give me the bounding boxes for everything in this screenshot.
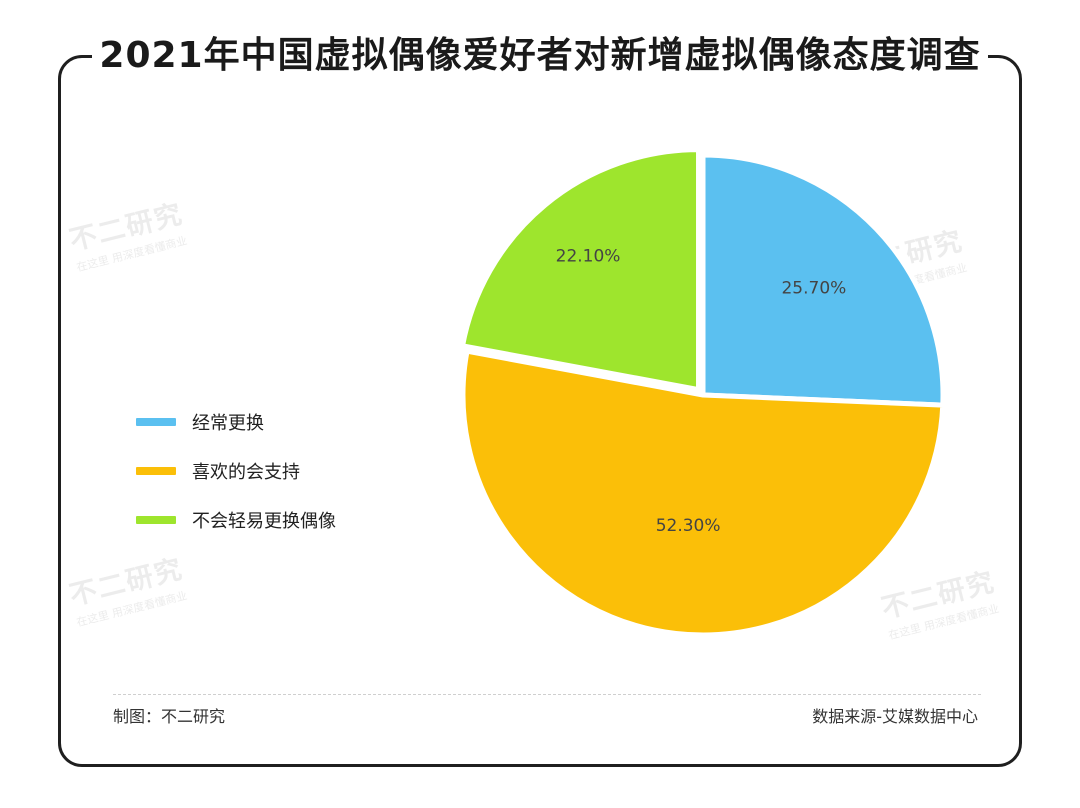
legend-swatch xyxy=(136,515,176,524)
pie-slice xyxy=(460,348,946,638)
legend-label: 喜欢的会支持 xyxy=(192,461,300,483)
legend-item: 喜欢的会支持 xyxy=(136,454,336,487)
legend-swatch xyxy=(136,466,176,475)
footer-source: 数据来源-艾媒数据中心 xyxy=(812,707,978,726)
slice-value-label: 25.70% xyxy=(781,279,846,299)
legend-item: 不会轻易更换偶像 xyxy=(136,503,336,536)
legend-label: 经常更换 xyxy=(192,412,264,434)
footer-credit: 制图：不二研究 xyxy=(113,707,226,726)
footer-divider xyxy=(113,694,981,695)
legend: 经常更换喜欢的会支持不会轻易更换偶像 xyxy=(136,405,336,552)
pie-slice xyxy=(460,147,702,393)
pie-slice xyxy=(700,152,946,408)
slice-value-label: 22.10% xyxy=(556,247,621,267)
legend-label: 不会轻易更换偶像 xyxy=(192,510,336,532)
slice-value-label: 52.30% xyxy=(656,516,721,536)
legend-swatch xyxy=(136,417,176,426)
chart-title: 2021年中国虚拟偶像爱好者对新增虚拟偶像态度调查 xyxy=(92,32,988,80)
legend-item: 经常更换 xyxy=(136,405,336,438)
